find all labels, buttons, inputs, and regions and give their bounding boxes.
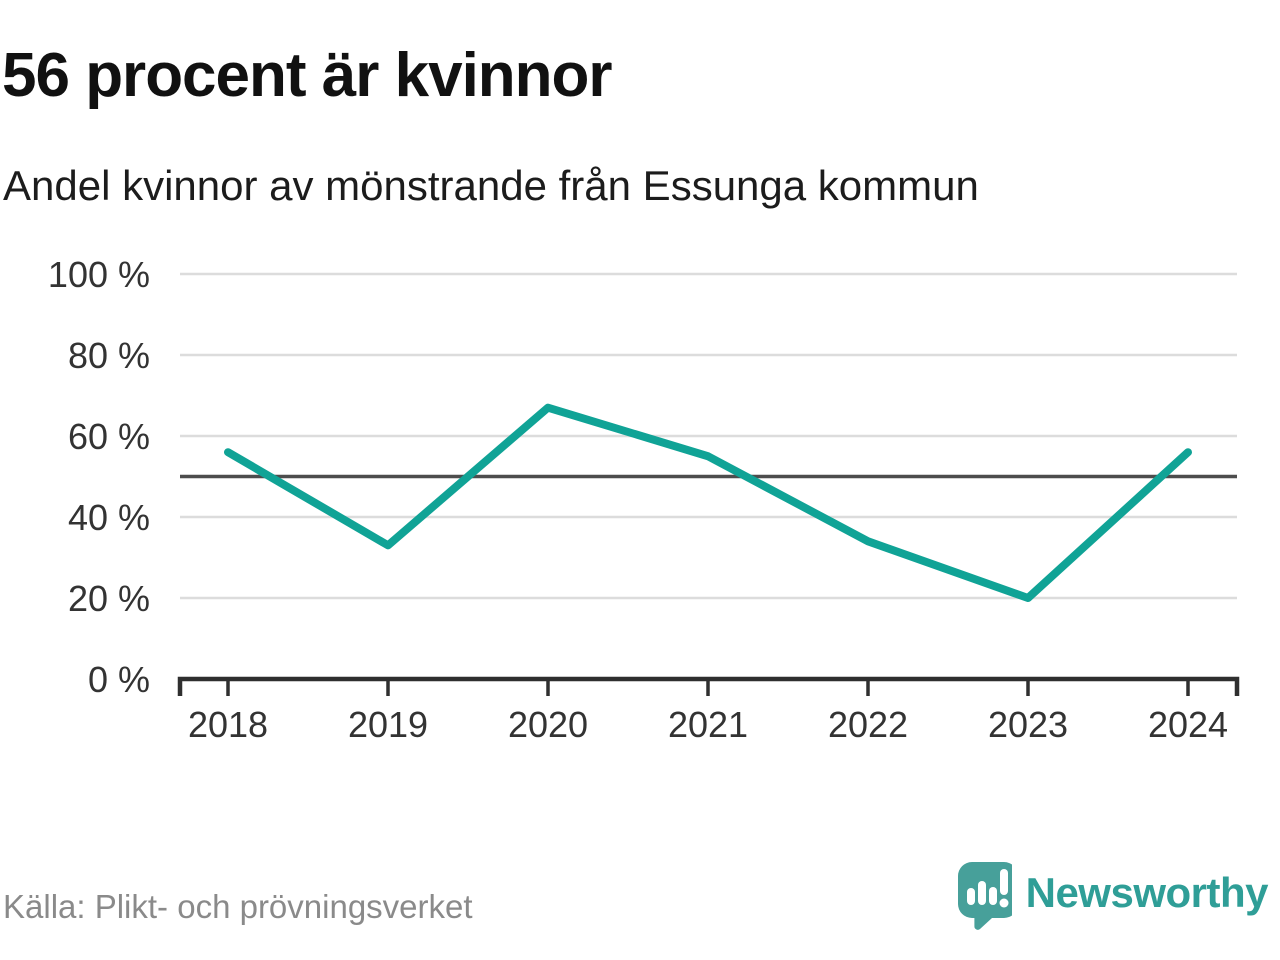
series-Andel kvinnor xyxy=(224,403,1192,602)
data-line xyxy=(224,403,1192,602)
svg-text:2019: 2019 xyxy=(348,704,428,745)
x-tick-labels: 2018 2019 2020 2021 2022 2023 2024 xyxy=(188,704,1228,745)
svg-text:80 %: 80 % xyxy=(68,335,150,376)
y-tick-labels: 0 % 20 % 40 % 60 % 80 % 100 % xyxy=(48,254,150,700)
newsworthy-logo-icon xyxy=(957,862,1012,930)
svg-text:0 %: 0 % xyxy=(88,659,150,700)
chart-subtitle: Andel kvinnor av mönstrande från Essunga… xyxy=(3,162,979,209)
newsworthy-logo-text: Newsworthy xyxy=(1025,869,1269,916)
svg-text:2023: 2023 xyxy=(988,704,1068,745)
svg-text:40 %: 40 % xyxy=(68,497,150,538)
svg-text:2022: 2022 xyxy=(828,704,908,745)
source-note: Källa: Plikt- och prövningsverket xyxy=(3,888,473,925)
svg-text:2020: 2020 xyxy=(508,704,588,745)
svg-text:2018: 2018 xyxy=(188,704,268,745)
x-ticks xyxy=(226,679,1190,696)
bar-2 xyxy=(977,881,986,905)
line-chart: 0 % 20 % 40 % 60 % 80 % 100 % 2018 2019 2020 2021… xyxy=(48,254,1240,745)
bar-1 xyxy=(966,888,975,905)
svg-text:2021: 2021 xyxy=(668,704,748,745)
svg-text:2024: 2024 xyxy=(1148,704,1228,745)
svg-text:60 %: 60 % xyxy=(68,416,150,457)
bar-3 xyxy=(988,887,997,905)
exclamation-dot xyxy=(999,898,1009,908)
newsworthy-logo: Newsworthy xyxy=(950,856,1269,930)
svg-text:20 %: 20 % xyxy=(68,578,150,619)
chart-title: 56 procent är kvinnor xyxy=(2,41,613,110)
exclamation-bar xyxy=(999,869,1008,895)
svg-text:100 %: 100 % xyxy=(48,254,150,295)
y-gridlines xyxy=(180,272,1237,600)
